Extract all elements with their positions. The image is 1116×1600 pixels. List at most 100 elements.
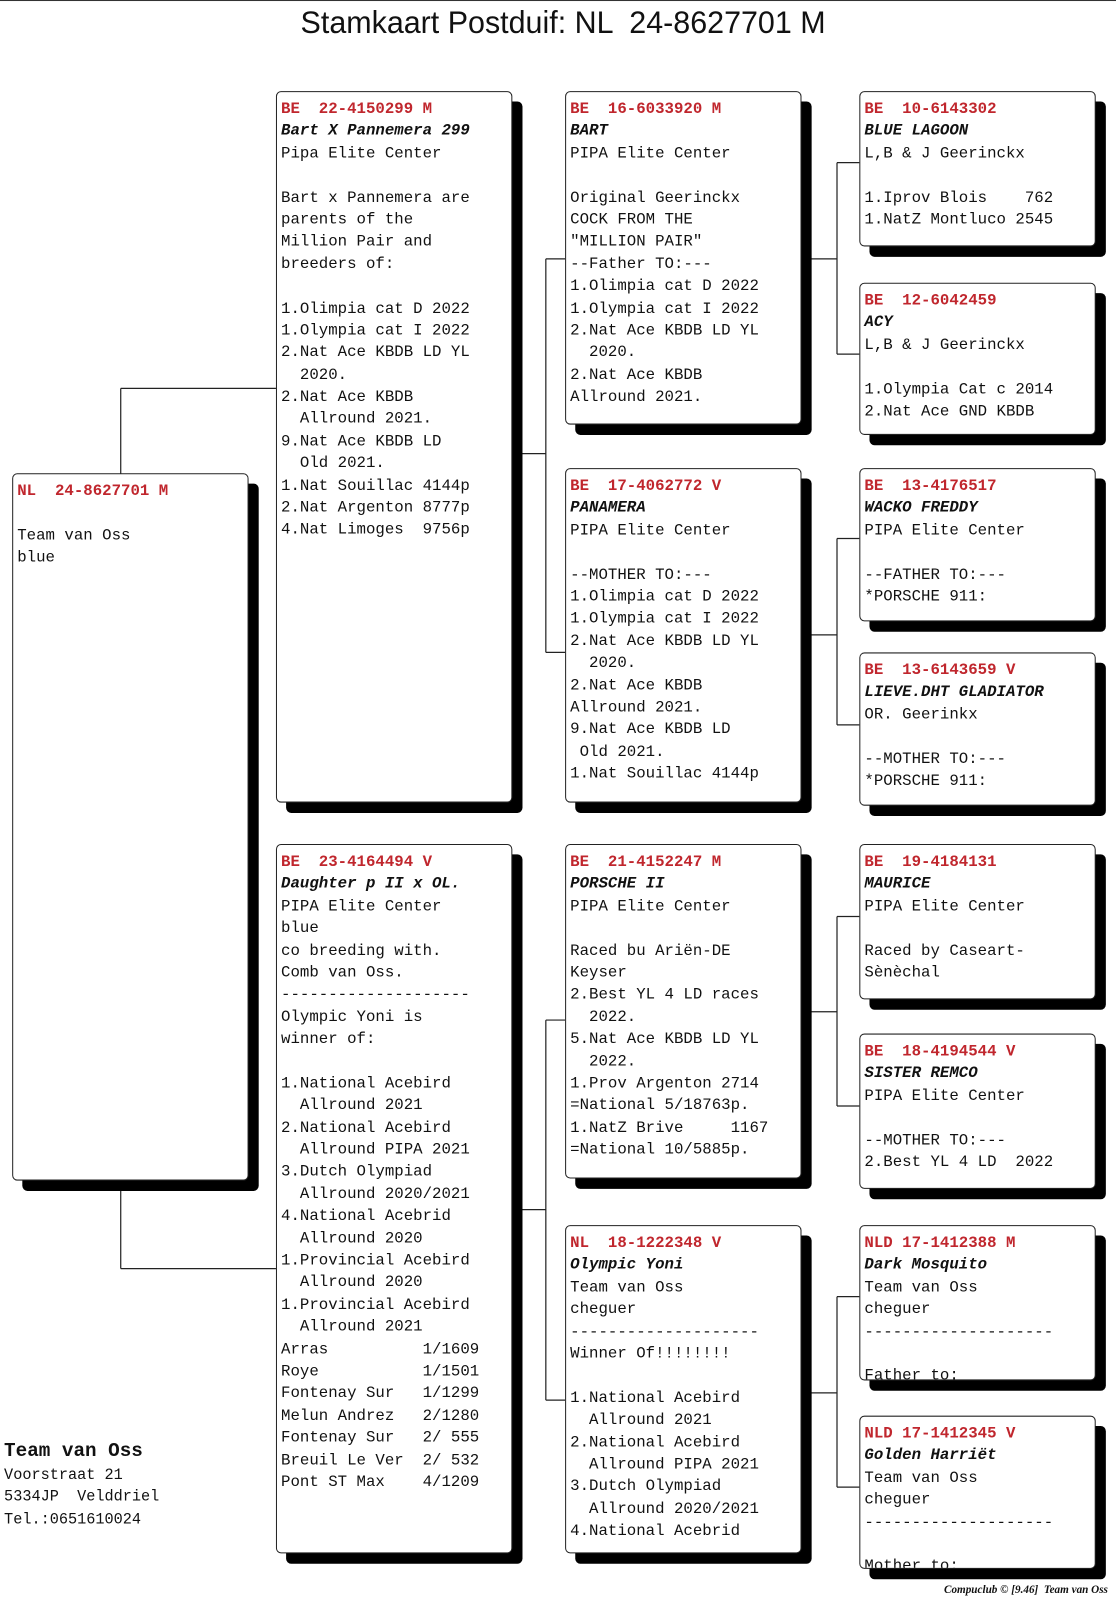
info-line: PIPA Elite Center: [570, 896, 731, 916]
info-line: 2020.: [281, 365, 348, 384]
info-line: blue: [17, 548, 56, 567]
info-line: --MOTHER TO:---: [570, 564, 712, 584]
info-line: --------------------: [864, 1512, 1054, 1532]
pigeon-box: BE 12-6042459 ACY L,B & J Geerinckx 1.Olymp…: [859, 282, 1096, 435]
ring-number: BE 10-6143302: [864, 99, 997, 119]
info-line: 1.NatZ Montluco 2545: [864, 210, 1054, 229]
info-line: 2022.: [570, 1051, 637, 1071]
info-line: blue: [281, 918, 319, 938]
spacer: [281, 276, 511, 298]
info-line: "MILLION PAIR": [570, 232, 703, 251]
info-line: Breuil Le Ver 2/ 532: [281, 1450, 480, 1470]
info-line: *PORSCHE 911:: [864, 587, 988, 606]
spacer: [864, 726, 1094, 748]
info-line: --------------------: [864, 1322, 1054, 1341]
info-line: 2.National Acebird: [570, 1432, 741, 1452]
info-line: Mother to:: [864, 1556, 959, 1569]
info-line: 2.Best YL 4 LD 2022: [864, 1152, 1054, 1172]
pigeon-name: Dark Mosquito: [864, 1255, 988, 1275]
info-line: Team van Oss: [864, 1277, 978, 1297]
info-line: 1.Olympia cat I 2022: [570, 609, 759, 628]
info-line: cheguer: [570, 1299, 637, 1319]
info-line: Allround 2020: [281, 1273, 423, 1292]
info-line: 1.Nat Souillac 4144p: [570, 764, 759, 783]
info-line: 3.Dutch Olympiad: [570, 1477, 722, 1496]
pigeon-name: Olympic Yoni: [570, 1255, 684, 1275]
info-line: PIPA Elite Center: [864, 1086, 1025, 1105]
info-line: Winner Of!!!!!!!!: [570, 1344, 731, 1363]
info-line: Melun Andrez 2/1280: [281, 1406, 480, 1425]
info-line: PIPA Elite Center: [570, 520, 731, 540]
info-line: =National 5/18763p.: [570, 1095, 750, 1115]
info-line: 4.National Acebrid: [570, 1521, 741, 1541]
info-line: 1.Nat Souillac 4144p: [281, 476, 470, 495]
info-line: Fontenay Sur 2/ 555: [281, 1428, 480, 1447]
info-line: co breeding with.: [281, 940, 442, 960]
info-line: 2.Best YL 4 LD races: [570, 985, 759, 1004]
info-line: 1.Olympia cat I 2022: [281, 320, 470, 340]
owner-line: 5334JP Velddriel: [4, 1488, 160, 1507]
spacer: [864, 165, 1094, 187]
info-line: --MOTHER TO:---: [864, 1130, 1006, 1150]
info-line: PIPA Elite Center: [281, 896, 442, 916]
owner-line: Voorstraat 21: [4, 1466, 123, 1485]
info-line: cheguer: [864, 1299, 931, 1319]
info-line: 1.Prov Argenton 2714: [570, 1073, 759, 1093]
info-line: Allround 2021: [281, 1317, 423, 1337]
info-line: 1.Olympia cat I 2022: [570, 298, 759, 318]
info-line: Allround 2020/2021: [570, 1499, 759, 1518]
info-line: 2.Nat Ace KBDB: [570, 365, 703, 384]
info-line: Old 2021.: [570, 742, 665, 761]
pigeon-box: NLD 17-1412345 V Golden Harriët Team van O…: [859, 1415, 1096, 1569]
ring-number: BE 12-6042459: [864, 291, 997, 310]
info-line: 3.Dutch Olympiad: [281, 1162, 433, 1182]
spacer: [864, 542, 1094, 564]
info-line: 2.Nat Ace KBDB: [570, 675, 703, 695]
ring-number: BE 13-4176517: [864, 476, 997, 496]
info-line: Father to:: [864, 1366, 959, 1381]
pigeon-box: BE 23-4164494 V Daughter p II x OL. PIPA E…: [275, 844, 513, 1554]
info-line: 9.Nat Ace KBDB LD: [281, 431, 442, 451]
pigeon-box: BE 16-6033920 M BART PIPA Elite Center Orig…: [565, 91, 802, 425]
pigeon-box: BE 18-4194544 V SISTER REMCO PIPA Elite Ce…: [859, 1033, 1096, 1189]
ring-number: BE 22-4150299 M: [281, 99, 433, 119]
pigeon-name: PANAMERA: [570, 498, 646, 518]
info-line: Olympic Yoni is: [281, 1007, 423, 1027]
spacer: [864, 918, 1094, 940]
pigeon-box: BE 17-4062772 V PANAMERA PIPA Elite Center…: [565, 468, 802, 803]
info-line: Bart x Pannemera are: [281, 188, 470, 207]
ring-number: NL 18-1222348 V: [570, 1233, 722, 1253]
info-line: PIPA Elite Center: [864, 896, 1025, 916]
info-line: Arras 1/1609: [281, 1339, 480, 1359]
info-line: --MOTHER TO:---: [864, 749, 1006, 768]
pigeon-box: BE 19-4184131 MAURICE PIPA Elite Center Rac…: [859, 844, 1096, 1000]
info-line: 1.Iprov Blois 762: [864, 188, 1054, 207]
spacer: [864, 1343, 1094, 1365]
spacer: [570, 918, 800, 940]
info-line: Allround 2020: [281, 1228, 423, 1248]
info-line: --------------------: [281, 985, 470, 1004]
info-line: Comb van Oss.: [281, 963, 404, 982]
info-line: COCK FROM THE: [570, 210, 693, 229]
pigeon-box: BE 13-6143659 V LIEVE.DHT GLADIATOR OR. Ge…: [859, 652, 1096, 806]
spacer: [281, 165, 511, 187]
info-line: Original Geerinckx: [570, 188, 741, 207]
info-line: Team van Oss: [570, 1277, 684, 1297]
info-line: =National 10/5885p.: [570, 1140, 750, 1159]
pigeon-box: NL 24-8627701 M Team van Oss blue: [12, 473, 249, 1181]
pigeon-name: WACKO FREDDY: [864, 498, 978, 518]
info-line: --FATHER TO:---: [864, 564, 1006, 584]
info-line: PIPA Elite Center: [570, 143, 731, 163]
info-line: Pipa Elite Center: [281, 143, 442, 163]
info-line: breeders of:: [281, 254, 395, 274]
info-line: PIPA Elite Center: [864, 520, 1025, 540]
info-line: Fontenay Sur 1/1299: [281, 1383, 480, 1403]
info-line: Allround 2021.: [281, 409, 433, 429]
info-line: Old 2021.: [281, 453, 385, 473]
info-line: --Father TO:---: [570, 254, 712, 274]
pigeon-name: BART: [570, 121, 608, 141]
pigeon-box: BE 21-4152247 M PORSCHE II PIPA Elite Cent…: [565, 844, 802, 1179]
spacer: [864, 1107, 1094, 1129]
